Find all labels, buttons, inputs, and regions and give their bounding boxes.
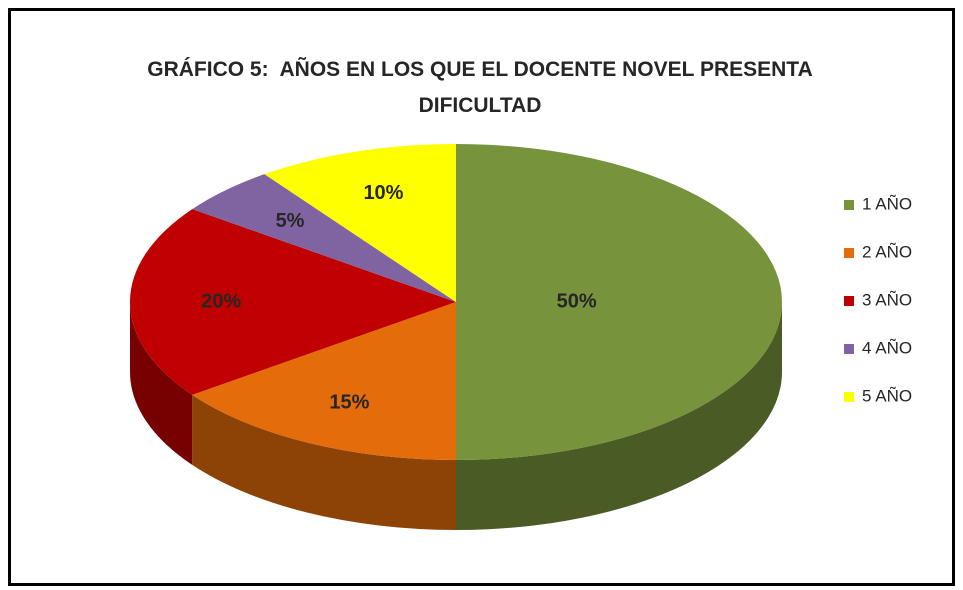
data-label: 20% (201, 290, 241, 312)
pie-slice (264, 144, 456, 302)
legend-swatch (844, 248, 854, 258)
pie-side (456, 302, 782, 530)
data-label: 5% (276, 210, 305, 232)
pie-slice (192, 174, 457, 302)
pie-slice (129, 209, 456, 395)
legend-swatch (844, 344, 854, 354)
legend-label: 1 AÑO (862, 194, 912, 213)
data-label: 10% (363, 182, 403, 204)
data-label: 50% (557, 290, 597, 312)
pie-side (192, 394, 457, 530)
legend-label: 2 AÑO (862, 242, 912, 261)
legend-label: 3 AÑO (862, 290, 912, 309)
chart-title: GRÁFICO 5: AÑOS EN LOS QUE EL DOCENTE NO… (147, 58, 819, 117)
pie-slice (456, 144, 782, 460)
data-label: 15% (329, 392, 369, 414)
pie-side (130, 302, 193, 465)
pie-slice (192, 302, 457, 460)
legend-label: 5 AÑO (862, 386, 912, 405)
legend-swatch (844, 200, 854, 210)
legend-label: 4 AÑO (862, 338, 912, 357)
legend-swatch (844, 296, 854, 306)
legend-swatch (844, 392, 854, 402)
